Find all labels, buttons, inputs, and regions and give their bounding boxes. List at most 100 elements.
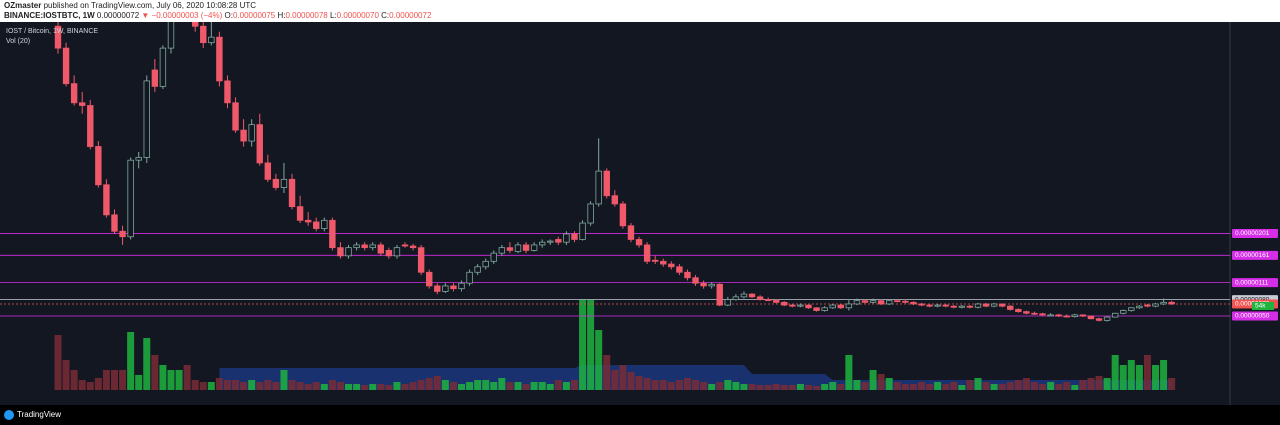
volume-bar [62,360,70,390]
volume-bar [409,382,417,390]
volume-bar [651,380,659,390]
candle-body [579,222,586,240]
volume-bar [748,384,756,390]
candle-body [950,305,957,308]
candle-body [1168,301,1175,305]
volume-bar [772,384,780,390]
candle-body [910,301,917,305]
candle-body [143,80,150,158]
volume-bar [328,380,336,390]
axes: 0.000002010.000001610.000001110.00000080… [1232,228,1278,321]
candle-body [87,105,94,147]
candle-body [200,25,207,44]
candle-body [797,304,804,307]
volume-bar [813,386,821,390]
volume-bar [1135,365,1143,390]
candle-body [248,124,255,142]
volume-bar [659,380,667,390]
volume-bar [441,380,449,390]
volume-bar [1063,382,1071,390]
volume-pane [54,300,1176,390]
candle-body [700,282,707,287]
volume-bar [135,375,143,390]
candle-body [974,303,982,308]
candle-body [934,304,941,307]
volume-label: 54k [1255,303,1266,310]
volume-bar [240,382,248,390]
candle-body [103,184,110,216]
candle-body [353,244,360,249]
candle-body [1079,314,1087,317]
candle-body [748,293,756,298]
candle-body [426,271,433,287]
volume-bar [514,382,522,390]
volume-bar [369,384,377,390]
candle-body [442,285,449,292]
candle-body [918,303,925,306]
candle-body [692,277,699,284]
volume-bar [110,370,118,390]
candle-body [409,245,417,249]
volume-bar [764,385,772,390]
candle-body [280,178,288,188]
ohlc-value: 0.00000075 [232,11,276,20]
volume-bar [546,384,554,390]
candle-body [660,260,667,265]
candle-body [789,304,796,307]
volume-bar [223,380,231,390]
candle-body [611,195,619,205]
candle-body [1063,315,1070,318]
candle-body [62,47,70,85]
volume-bar [1047,382,1055,390]
candle-body [708,283,715,287]
volume-bar [958,385,966,390]
volume-bar [1022,378,1030,390]
candle-body [159,47,167,87]
candle-body [869,300,877,303]
volume-bar [942,384,950,390]
candle-body [668,263,675,268]
volume-bar [1168,378,1176,390]
candle-body [127,159,134,238]
level-label-box [1232,278,1278,288]
candle-body [1023,311,1030,314]
candle-body [740,293,748,298]
volume-bar [683,378,691,390]
ohlc: O:0.00000075 H:0.00000078 L:0.00000070 C… [225,11,432,20]
candle-body [684,271,691,279]
candle-body [861,300,869,303]
candle-body [1128,307,1135,311]
volume-bar [336,382,344,390]
candle-body [1071,314,1079,317]
volume-bar [1127,360,1135,390]
volume-bar [385,385,393,390]
candle-body [224,80,231,104]
candle-body [498,247,506,254]
candle-body [345,247,352,257]
header-line: BINANCE:IOSTBTC, 1W 0.00000072 ▼ −0.0000… [4,11,431,20]
volume-bar [538,382,546,390]
chart-title: IOST / Bitcoin, 1W, BINANCE [6,28,98,35]
volume-bar [675,380,683,390]
candle-body [191,22,199,27]
volume-bar [506,382,514,390]
volume-bar [595,330,603,390]
candle-body [288,178,296,208]
logo-icon [4,410,14,420]
candle-body [1136,305,1143,309]
volume-bar [1039,384,1047,390]
volume-bar [554,380,562,390]
volume-bar [143,338,151,390]
volume-bar [950,382,958,390]
volume-bar [127,332,135,390]
candle-body [651,259,659,262]
volume-bar [458,384,465,390]
volume-bar [579,300,587,390]
candle-body [385,249,393,257]
volume-bar [1111,355,1119,390]
volume-bar [603,355,611,390]
volume-bar [199,382,207,390]
candle-body [514,244,522,252]
price: 0.00000072 [96,11,140,20]
